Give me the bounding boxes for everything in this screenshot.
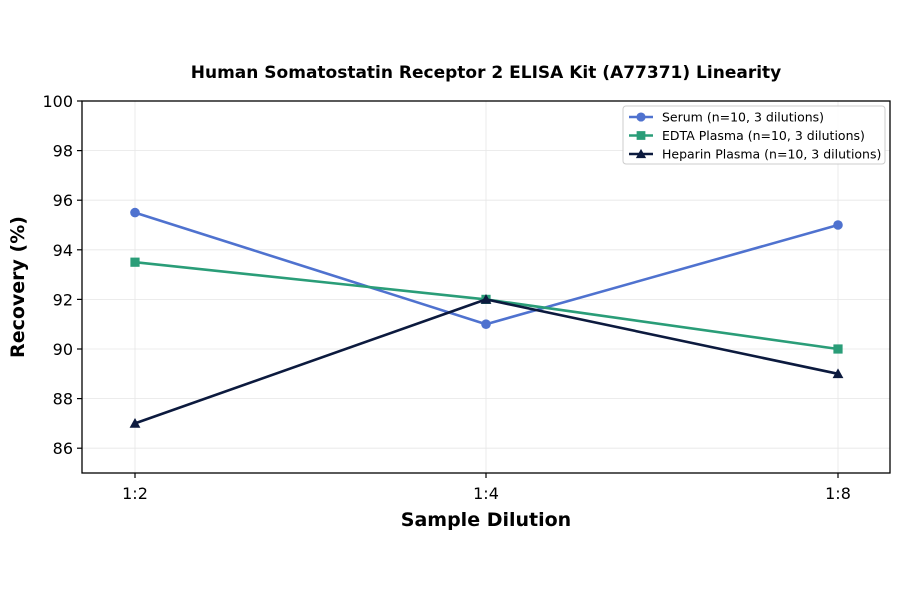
x-tick-label: 1:8	[825, 484, 851, 503]
series-2	[130, 257, 843, 354]
x-axis-ticks: 1:2 1:4 1:8	[122, 473, 851, 503]
data-point-circle	[833, 220, 843, 230]
legend-entry: Heparin Plasma (n=10, 3 dilutions)	[629, 147, 881, 162]
legend-entry: Serum (n=10, 3 dilutions)	[629, 110, 824, 125]
legend-label: EDTA Plasma (n=10, 3 dilutions)	[662, 128, 865, 143]
y-axis-label: Recovery (%)	[7, 216, 29, 358]
y-tick-label: 100	[42, 92, 73, 111]
series-3	[129, 294, 844, 428]
y-tick-label: 98	[53, 142, 73, 161]
y-tick-label: 88	[53, 390, 73, 409]
legend-entry: EDTA Plasma (n=10, 3 dilutions)	[629, 128, 865, 143]
y-tick-label: 96	[53, 191, 73, 210]
series-lines	[129, 207, 844, 428]
data-point-square	[130, 257, 140, 267]
data-point-triangle	[480, 294, 492, 304]
legend: Serum (n=10, 3 dilutions) EDTA Plasma (n=…	[622, 105, 886, 165]
y-tick-label: 92	[53, 290, 73, 309]
data-point-triangle	[129, 418, 141, 428]
legend-label: Serum (n=10, 3 dilutions)	[662, 110, 824, 125]
data-point-circle	[636, 112, 646, 122]
series-1	[130, 207, 843, 330]
series-line	[134, 260, 839, 351]
data-point-triangle	[832, 368, 844, 379]
x-axis-label: Sample Dilution	[401, 509, 571, 531]
data-point-square	[833, 344, 843, 354]
legend-box	[622, 105, 886, 165]
y-tick-label: 94	[53, 241, 73, 260]
legend-label: Heparin Plasma (n=10, 3 dilutions)	[662, 147, 881, 162]
data-point-square	[636, 131, 646, 140]
y-axis-ticks: 86 88 90 92 94 96 98 100	[42, 92, 82, 458]
y-tick-label: 90	[53, 340, 73, 359]
y-tick-label: 86	[53, 439, 73, 458]
series-line	[134, 298, 839, 425]
data-point-circle	[130, 207, 140, 218]
x-tick-label: 1:2	[122, 484, 148, 503]
x-tick-label: 1:4	[473, 484, 499, 503]
series-line	[134, 211, 839, 326]
data-point-triangle	[635, 148, 647, 159]
data-point-circle	[481, 319, 491, 330]
chart-title: Human Somatostatin Receptor 2 ELISA Kit …	[191, 63, 781, 83]
